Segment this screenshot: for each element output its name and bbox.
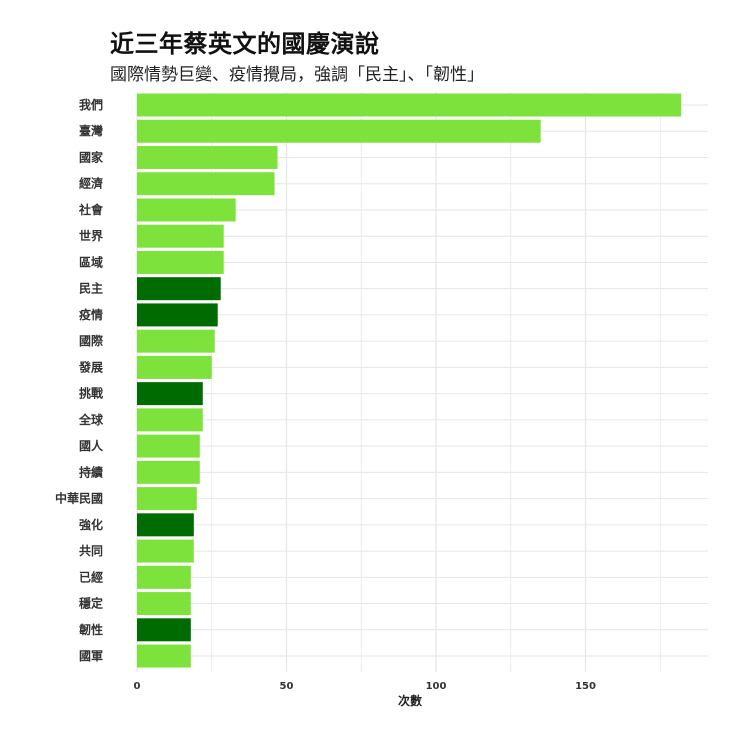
category-label: 國家 [79, 149, 104, 164]
x-axis-ticks: 0 50 100 150 [134, 681, 596, 692]
category-label: 區域 [79, 254, 103, 269]
category-label: 民主 [79, 281, 103, 296]
category-label: 國際 [79, 333, 104, 348]
category-label: 國軍 [79, 649, 103, 663]
bar-臺灣 [137, 119, 541, 143]
category-label: 臺灣 [79, 123, 103, 138]
bar-持續 [137, 460, 200, 484]
bar-強化 [137, 513, 194, 537]
chart-title: 近三年蔡英文的國慶演說 [110, 30, 380, 58]
bar-社會 [137, 198, 236, 222]
bar-發展 [137, 355, 212, 379]
category-label: 社會 [78, 202, 104, 217]
bars [137, 93, 682, 668]
category-label: 全球 [78, 412, 104, 427]
bar-民主 [137, 277, 221, 301]
chart-subtitle: 國際情勢巨變、疫情攪局，強調「民主」、「韌性」 [110, 65, 484, 85]
category-label: 已經 [79, 569, 103, 584]
x-tick-label: 100 [426, 681, 447, 692]
bar-國際 [137, 329, 215, 353]
x-tick-label: 150 [575, 681, 596, 692]
bar-國人 [137, 434, 200, 458]
bar-區域 [137, 250, 224, 274]
category-label: 國人 [79, 438, 104, 453]
category-label: 強化 [79, 517, 103, 532]
category-label: 共同 [79, 543, 103, 558]
category-label: 中華民國 [55, 491, 103, 506]
bar-我們 [137, 93, 682, 117]
bar-已經 [137, 565, 191, 589]
x-tick-label: 50 [280, 681, 294, 692]
bar-國軍 [137, 644, 191, 668]
bar-國家 [137, 145, 278, 169]
x-tick-label: 0 [134, 681, 141, 692]
category-label: 韌性 [79, 622, 103, 637]
bar-共同 [137, 539, 194, 563]
bar-穩定 [137, 592, 191, 616]
category-label: 挑戰 [79, 386, 103, 401]
bar-經濟 [137, 172, 275, 196]
bar-全球 [137, 408, 203, 432]
category-label: 疫情 [79, 307, 103, 322]
category-label: 持續 [79, 464, 103, 479]
bar-世界 [137, 224, 224, 248]
bar-疫情 [137, 303, 218, 327]
category-label: 發展 [78, 359, 103, 374]
category-label: 經濟 [79, 176, 103, 191]
bar-挑戰 [137, 382, 203, 406]
bar-韌性 [137, 618, 191, 642]
category-label: 穩定 [79, 596, 103, 611]
category-label: 我們 [79, 97, 103, 112]
category-labels: 我們臺灣國家經濟社會世界區域民主疫情國際發展挑戰全球國人持續中華民國強化共同已經… [55, 97, 104, 663]
bar-中華民國 [137, 487, 197, 511]
category-label: 世界 [79, 228, 103, 243]
x-axis-title: 次數 [398, 693, 422, 708]
